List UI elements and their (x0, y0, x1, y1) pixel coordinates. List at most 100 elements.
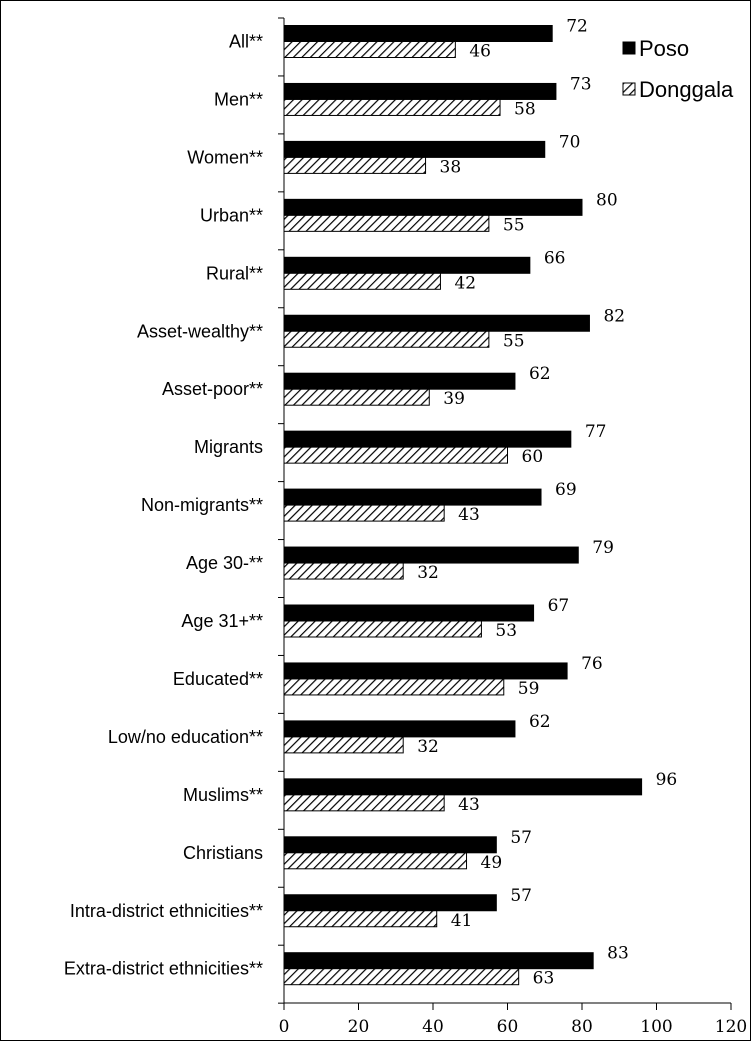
category-label: Educated** (173, 669, 263, 689)
value-label-poso: 77 (585, 422, 607, 442)
value-label-poso: 72 (566, 17, 588, 37)
value-label-poso: 66 (544, 248, 566, 268)
x-tick-label: 20 (348, 1017, 370, 1037)
category-label: Non-migrants** (141, 495, 263, 515)
bar-poso (283, 604, 535, 622)
value-label-donggala: 41 (451, 911, 473, 931)
value-label-donggala: 63 (533, 969, 555, 989)
value-label-poso: 67 (548, 596, 570, 616)
value-label-donggala: 59 (518, 679, 540, 699)
value-label-donggala: 42 (454, 273, 476, 293)
value-label-donggala: 46 (469, 42, 491, 62)
legend-label-donggala: Donggala (639, 77, 734, 102)
value-label-donggala: 53 (495, 621, 517, 641)
value-label-poso: 70 (559, 132, 581, 152)
value-label-poso: 82 (603, 306, 625, 326)
legend-swatch-poso (622, 41, 636, 55)
legend: Poso Donggala (622, 36, 734, 102)
bar-poso (283, 662, 568, 680)
value-label-poso: 62 (529, 364, 551, 384)
bar-poso (283, 198, 583, 216)
value-label-poso: 79 (592, 538, 614, 558)
bar-poso (283, 140, 546, 158)
value-label-poso: 57 (510, 886, 532, 906)
category-label: Intra-district ethnicities** (70, 901, 263, 921)
category-label: Urban** (200, 205, 263, 225)
value-label-donggala: 58 (514, 99, 536, 119)
bar-donggala (283, 736, 404, 754)
category-label: Muslims** (183, 785, 263, 805)
bar-donggala (283, 41, 456, 58)
category-label: Migrants (194, 437, 263, 457)
bar-poso (283, 82, 557, 100)
value-label-poso: 73 (570, 74, 592, 94)
bars (283, 25, 643, 986)
bar-donggala (283, 852, 468, 870)
category-label: Age 30-** (186, 553, 263, 573)
value-label-donggala: 55 (503, 215, 525, 235)
category-label: Rural** (206, 263, 263, 283)
value-label-donggala: 38 (440, 157, 462, 177)
category-label: Age 31+** (181, 611, 263, 631)
bar-poso (283, 952, 594, 970)
category-label: Men** (214, 89, 263, 109)
x-tick-label: 60 (497, 1017, 519, 1037)
bar-poso (283, 778, 643, 796)
bar-poso (283, 720, 516, 738)
bar-donggala (283, 446, 508, 464)
category-label: Asset-wealthy** (137, 321, 263, 341)
x-tick-label: 80 (571, 1017, 593, 1037)
legend-swatch-donggala (622, 82, 636, 96)
bar-poso (283, 256, 531, 274)
value-label-poso: 62 (529, 712, 551, 732)
x-tick-label: 40 (422, 1017, 444, 1037)
bar-donggala (283, 562, 404, 580)
bar-donggala (283, 98, 501, 116)
bar-donggala (283, 272, 441, 290)
bar-donggala (283, 330, 490, 348)
category-label: Asset-poor** (162, 379, 263, 399)
bar-poso (283, 488, 542, 506)
category-label: Christians (183, 843, 263, 863)
bar-donggala (283, 794, 445, 812)
x-tick-label: 0 (279, 1017, 290, 1037)
value-label-donggala: 43 (458, 505, 480, 525)
value-label-donggala: 32 (417, 737, 439, 757)
bar-poso (283, 430, 572, 448)
value-label-donggala: 32 (417, 563, 439, 583)
value-label-poso: 80 (596, 190, 618, 210)
value-label-donggala: 39 (443, 389, 465, 409)
category-label: Extra-district ethnicities** (64, 959, 263, 979)
value-label-donggala: 60 (522, 447, 544, 467)
bar-donggala (283, 910, 438, 928)
value-label-donggala: 43 (458, 795, 480, 815)
bar-donggala (283, 214, 490, 232)
legend-label-poso: Poso (639, 36, 689, 61)
bar-poso (283, 894, 497, 912)
value-label-poso: 69 (555, 480, 577, 500)
labels: 0 20 40 60 80 100 120 72 46 All** 73 58 Men** 70 38 Wom… (64, 17, 747, 1038)
category-label: Low/no education** (108, 727, 263, 747)
bar-donggala (283, 620, 482, 638)
x-tick-label: 120 (715, 1017, 747, 1037)
bar-donggala (283, 156, 427, 174)
value-label-poso: 76 (581, 654, 603, 674)
value-label-donggala: 49 (481, 853, 503, 873)
value-label-poso: 57 (510, 828, 532, 848)
bar-donggala (283, 388, 430, 406)
bar-donggala (283, 504, 445, 522)
value-label-poso: 83 (607, 944, 629, 964)
bar-poso (283, 546, 579, 564)
value-label-poso: 96 (656, 770, 678, 790)
bar-poso (283, 372, 516, 390)
bar-donggala (283, 678, 505, 696)
x-tick-label: 100 (640, 1017, 672, 1037)
value-label-donggala: 55 (503, 331, 525, 351)
category-label: Women** (187, 147, 263, 167)
bar-poso (283, 314, 590, 332)
bar-poso (283, 836, 497, 854)
category-label: All** (229, 32, 263, 52)
bar-donggala (283, 968, 520, 986)
bar-poso (283, 25, 553, 42)
